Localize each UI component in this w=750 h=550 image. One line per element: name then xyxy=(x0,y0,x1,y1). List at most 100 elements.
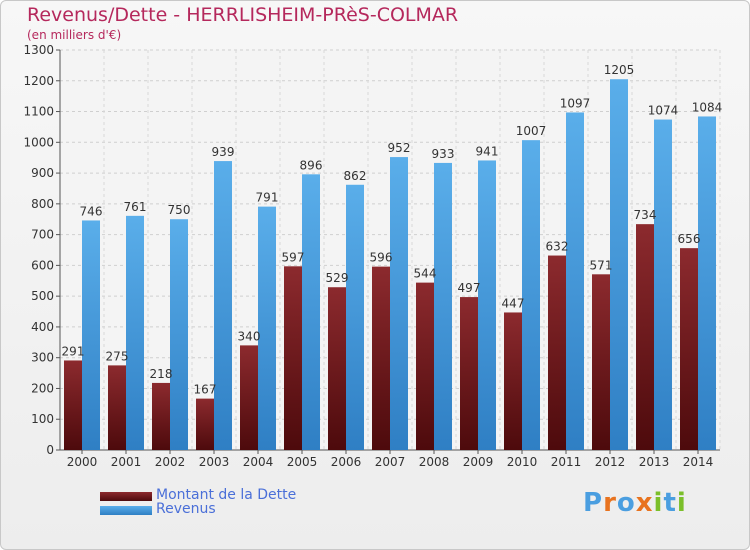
bar-dette xyxy=(680,248,698,450)
y-tick-label: 400 xyxy=(31,320,54,334)
y-tick-label: 1000 xyxy=(23,135,54,149)
bar-revenus xyxy=(522,140,540,450)
x-tick-label: 2008 xyxy=(419,455,450,469)
logo-letter: o xyxy=(616,488,636,518)
data-labels: 291 746 275 761 218 750 167 939 340 791 597 896 529 8… xyxy=(62,63,723,396)
legend-label-revenus: Revenus xyxy=(156,501,216,517)
x-tick-label: 2001 xyxy=(111,455,142,469)
bar-dette xyxy=(592,274,610,450)
y-tick-label: 900 xyxy=(31,166,54,180)
bar-dette xyxy=(196,398,214,450)
data-label-dette: 275 xyxy=(106,349,129,363)
data-label-revenus: 862 xyxy=(344,169,367,183)
chart-title: Revenus/Dette - HERRLISHEIM-PRèS-COLMAR xyxy=(27,4,459,26)
bar-dette xyxy=(504,312,522,450)
bar-revenus xyxy=(478,160,496,450)
data-label-dette: 632 xyxy=(546,240,569,254)
logo-letter: P xyxy=(583,488,604,518)
bar-revenus xyxy=(214,161,232,451)
bar-dette xyxy=(328,287,346,450)
bar-revenus xyxy=(610,79,628,450)
bar-revenus xyxy=(126,215,144,450)
y-tick-label: 500 xyxy=(31,289,54,303)
data-label-revenus: 1097 xyxy=(560,96,591,110)
bar-dette xyxy=(460,297,478,450)
data-label-dette: 597 xyxy=(282,250,305,264)
legend-swatch-revenus xyxy=(100,506,152,515)
y-tick-label: 700 xyxy=(31,228,54,242)
legend-label-dette: Montant de la Dette xyxy=(156,487,297,503)
data-label-dette: 167 xyxy=(194,383,217,397)
logo-letter: r xyxy=(603,488,617,518)
legend-swatch-dette xyxy=(100,492,152,501)
bars xyxy=(64,79,716,451)
data-label-revenus: 941 xyxy=(476,144,499,158)
data-label-dette: 291 xyxy=(62,344,85,358)
x-tick-label: 2014 xyxy=(683,455,714,469)
bar-dette xyxy=(636,224,654,450)
data-label-dette: 596 xyxy=(370,251,393,265)
bar-dette xyxy=(108,365,126,450)
data-label-dette: 656 xyxy=(678,232,701,246)
data-label-dette: 340 xyxy=(238,329,261,343)
bar-dette xyxy=(416,282,434,450)
x-tick-label: 2012 xyxy=(595,455,626,469)
bar-revenus xyxy=(258,206,276,450)
y-tick-label: 300 xyxy=(31,351,54,365)
bar-dette xyxy=(548,255,566,450)
bar-revenus xyxy=(654,119,672,451)
x-tick-label: 2013 xyxy=(639,455,670,469)
bar-dette xyxy=(152,382,170,450)
data-label-revenus: 1205 xyxy=(604,63,635,77)
data-label-revenus: 939 xyxy=(212,145,235,159)
bar-revenus xyxy=(82,220,100,450)
bar-dette xyxy=(372,266,390,450)
y-tick-label: 100 xyxy=(31,412,54,426)
data-label-dette: 497 xyxy=(458,281,481,295)
bar-revenus xyxy=(434,162,452,450)
data-label-revenus: 1074 xyxy=(648,104,679,118)
x-tick-label: 2005 xyxy=(287,455,318,469)
data-label-revenus: 952 xyxy=(388,141,411,155)
x-tick-label: 2009 xyxy=(463,455,494,469)
logo-letter: i xyxy=(676,488,687,518)
x-tick-label: 2003 xyxy=(199,455,230,469)
data-label-revenus: 761 xyxy=(124,200,147,214)
data-label-revenus: 933 xyxy=(432,147,455,161)
bar-dette xyxy=(240,345,258,450)
bar-revenus xyxy=(390,157,408,451)
data-label-dette: 734 xyxy=(634,208,657,222)
y-tick-label: 600 xyxy=(31,258,54,272)
x-tick-label: 2002 xyxy=(155,455,186,469)
data-label-dette: 544 xyxy=(414,267,437,281)
data-label-dette: 529 xyxy=(326,271,349,285)
y-tick-label: 1100 xyxy=(23,105,54,119)
y-tick-label: 200 xyxy=(31,381,54,395)
data-label-revenus: 791 xyxy=(256,191,279,205)
bar-revenus xyxy=(346,184,364,450)
x-tick-label: 2007 xyxy=(375,455,406,469)
logo-letter: t xyxy=(663,488,677,518)
y-tick-label: 800 xyxy=(31,197,54,211)
x-tick-label: 2010 xyxy=(507,455,538,469)
y-tick-label: 1300 xyxy=(23,43,54,57)
y-tick-label: 1200 xyxy=(23,74,54,88)
bar-dette xyxy=(64,360,82,450)
data-label-revenus: 1084 xyxy=(692,100,723,114)
data-label-dette: 218 xyxy=(150,367,173,381)
data-label-revenus: 896 xyxy=(300,158,323,172)
bar-dette xyxy=(284,266,302,450)
data-label-revenus: 750 xyxy=(168,203,191,217)
data-label-dette: 447 xyxy=(502,296,525,310)
logo-letter: x xyxy=(635,488,654,518)
bar-revenus xyxy=(302,174,320,451)
data-label-revenus: 1007 xyxy=(516,124,547,138)
y-tick-label: 0 xyxy=(46,443,54,457)
proxiti-logo: Proxiti xyxy=(583,488,687,518)
bar-revenus xyxy=(566,112,584,450)
x-tick-label: 2000 xyxy=(67,455,98,469)
data-label-dette: 571 xyxy=(590,258,613,272)
logo-letter: i xyxy=(653,488,664,518)
x-tick-label: 2011 xyxy=(551,455,582,469)
